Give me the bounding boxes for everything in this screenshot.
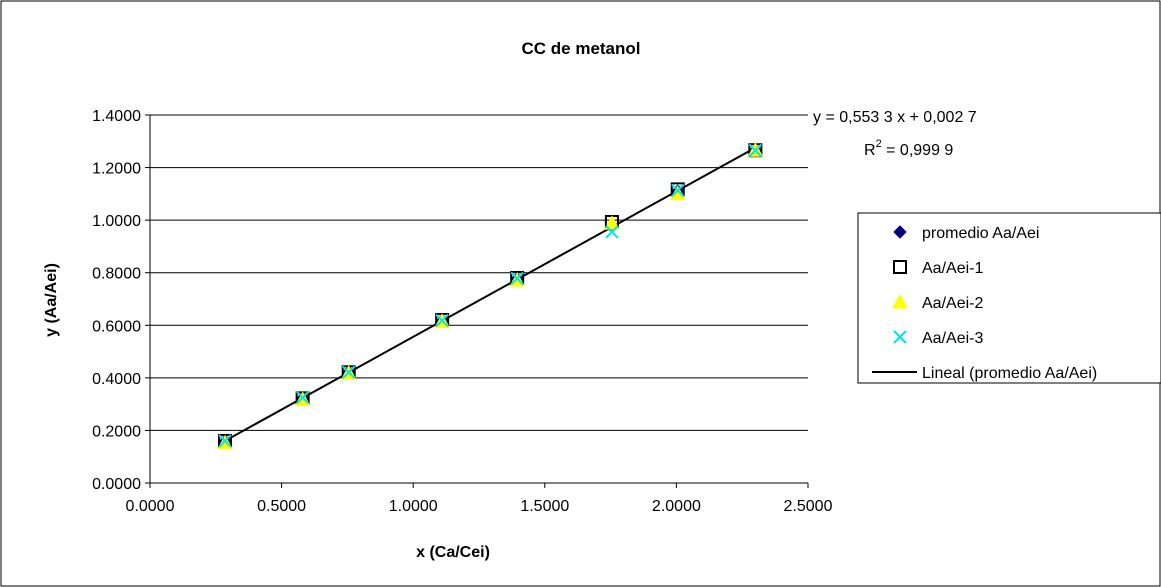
legend: promedio Aa/Aei Aa/Aei-1 Aa/Aei-2 Aa/Aei-3 L… bbox=[858, 213, 1161, 383]
y-tick-label: 1.4000 bbox=[92, 108, 141, 125]
legend-label: Aa/Aei-2 bbox=[922, 295, 983, 312]
legend-label: Aa/Aei-3 bbox=[922, 330, 983, 347]
legend-label: promedio Aa/Aei bbox=[922, 225, 1039, 242]
x-tick-label: 0.0000 bbox=[126, 498, 175, 515]
legend-label: Aa/Aei-1 bbox=[922, 260, 983, 277]
x-axis-label: x (Ca/Cei) bbox=[416, 544, 490, 561]
x-tick-label: 1.0000 bbox=[389, 498, 438, 515]
x-tick-label: 0.5000 bbox=[257, 498, 306, 515]
legend-label: Lineal (promedio Aa/Aei) bbox=[922, 365, 1097, 382]
y-axis-label: y (Aa/Aei) bbox=[43, 263, 60, 337]
y-tick-label: 0.4000 bbox=[92, 371, 141, 388]
y-tick-label: 0.8000 bbox=[92, 266, 141, 283]
chart-title: CC de metanol bbox=[521, 39, 640, 58]
y-tick-label: 1.2000 bbox=[92, 161, 141, 178]
r-squared-value: = 0,999 9 bbox=[882, 142, 954, 159]
x-tick-label: 2.5000 bbox=[784, 498, 833, 515]
r-squared-prefix: R bbox=[864, 142, 876, 159]
y-tick-label: 0.6000 bbox=[92, 318, 141, 335]
trendline-equation: y = 0,553 3 x + 0,002 7 bbox=[813, 109, 977, 126]
x-tick-label: 1.5000 bbox=[520, 498, 569, 515]
x-tick-label: 2.0000 bbox=[652, 498, 701, 515]
y-tick-label: 1.0000 bbox=[92, 213, 141, 230]
y-tick-label: 0.2000 bbox=[92, 423, 141, 440]
y-tick-label: 0.0000 bbox=[92, 476, 141, 493]
